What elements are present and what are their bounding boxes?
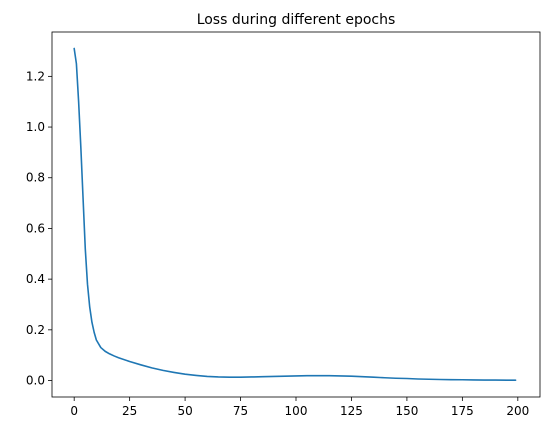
x-tick-label: 50 xyxy=(177,404,192,418)
y-tick-label: 1.0 xyxy=(26,120,45,134)
x-tick-label: 0 xyxy=(70,404,78,418)
x-tick-label: 25 xyxy=(122,404,137,418)
x-tick-label: 175 xyxy=(451,404,474,418)
y-tick-label: 0.8 xyxy=(26,171,45,185)
y-tick-label: 0.0 xyxy=(26,374,45,388)
y-tick-label: 0.6 xyxy=(26,221,45,235)
y-tick-label: 0.4 xyxy=(26,272,45,286)
x-tick-label: 150 xyxy=(395,404,418,418)
x-tick-label: 125 xyxy=(340,404,363,418)
x-tick-label: 100 xyxy=(285,404,308,418)
x-tick-label: 75 xyxy=(233,404,248,418)
loss-series-line xyxy=(73,47,517,381)
y-tick-label: 1.2 xyxy=(26,69,45,83)
plot-area xyxy=(73,47,517,381)
axes: 0 25 50 75 100 125 150 175 200 0.0 0.2 0.4 0.6 0.8 1.0… xyxy=(26,31,541,418)
chart-title: Loss during different epochs xyxy=(197,12,396,28)
x-tick-label: 200 xyxy=(506,404,529,418)
y-tick-label: 0.2 xyxy=(26,323,45,337)
axes-frame xyxy=(51,31,541,398)
